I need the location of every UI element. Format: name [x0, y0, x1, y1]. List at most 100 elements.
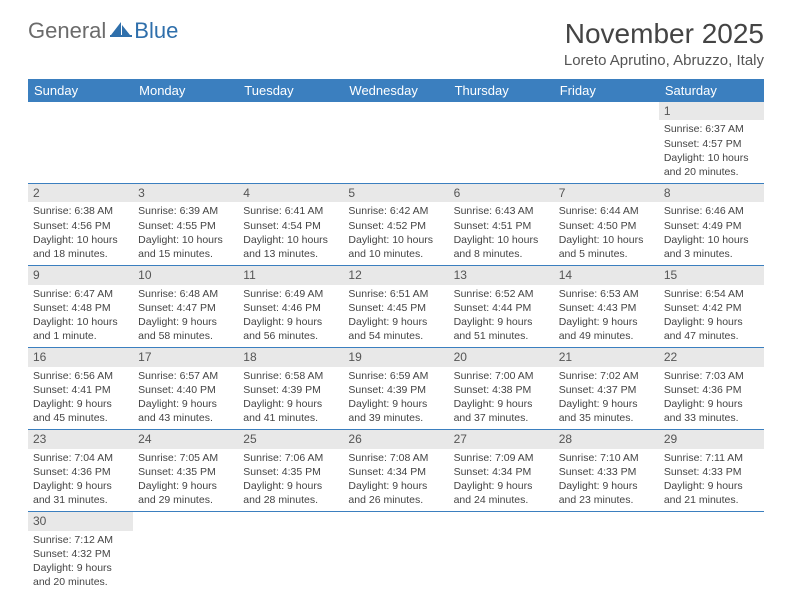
calendar-cell [343, 102, 448, 184]
daylight-text: Daylight: 9 hours and 33 minutes. [664, 397, 759, 425]
sunrise-text: Sunrise: 6:47 AM [33, 287, 128, 301]
daylight-text: Daylight: 9 hours and 47 minutes. [664, 315, 759, 343]
day-number: 22 [659, 348, 764, 366]
daylight-text: Daylight: 10 hours and 5 minutes. [559, 233, 654, 261]
sunset-text: Sunset: 4:51 PM [454, 219, 549, 233]
day-number: 13 [449, 266, 554, 284]
calendar-week-row: 30Sunrise: 7:12 AMSunset: 4:32 PMDayligh… [28, 512, 764, 594]
weekday-header-row: Sunday Monday Tuesday Wednesday Thursday… [28, 79, 764, 102]
daylight-text: Daylight: 9 hours and 43 minutes. [138, 397, 233, 425]
day-details: Sunrise: 6:47 AMSunset: 4:48 PMDaylight:… [28, 285, 133, 348]
calendar-cell: 30Sunrise: 7:12 AMSunset: 4:32 PMDayligh… [28, 512, 133, 594]
sunset-text: Sunset: 4:52 PM [348, 219, 443, 233]
daylight-text: Daylight: 9 hours and 37 minutes. [454, 397, 549, 425]
calendar-week-row: 2Sunrise: 6:38 AMSunset: 4:56 PMDaylight… [28, 184, 764, 266]
calendar-cell [28, 102, 133, 184]
header: General Blue November 2025 Loreto Apruti… [28, 18, 764, 69]
sunset-text: Sunset: 4:33 PM [559, 465, 654, 479]
daylight-text: Daylight: 10 hours and 1 minute. [33, 315, 128, 343]
calendar-week-row: 9Sunrise: 6:47 AMSunset: 4:48 PMDaylight… [28, 266, 764, 348]
sunset-text: Sunset: 4:38 PM [454, 383, 549, 397]
sunrise-text: Sunrise: 6:39 AM [138, 204, 233, 218]
calendar-table: Sunday Monday Tuesday Wednesday Thursday… [28, 79, 764, 593]
calendar-cell: 3Sunrise: 6:39 AMSunset: 4:55 PMDaylight… [133, 184, 238, 266]
weekday-header: Tuesday [238, 79, 343, 102]
day-number: 19 [343, 348, 448, 366]
day-number: 26 [343, 430, 448, 448]
daylight-text: Daylight: 9 hours and 35 minutes. [559, 397, 654, 425]
sunrise-text: Sunrise: 6:43 AM [454, 204, 549, 218]
day-details: Sunrise: 7:00 AMSunset: 4:38 PMDaylight:… [449, 367, 554, 430]
day-number: 12 [343, 266, 448, 284]
sunset-text: Sunset: 4:47 PM [138, 301, 233, 315]
calendar-cell: 20Sunrise: 7:00 AMSunset: 4:38 PMDayligh… [449, 348, 554, 430]
sunset-text: Sunset: 4:36 PM [33, 465, 128, 479]
day-details: Sunrise: 6:59 AMSunset: 4:39 PMDaylight:… [343, 367, 448, 430]
calendar-cell: 6Sunrise: 6:43 AMSunset: 4:51 PMDaylight… [449, 184, 554, 266]
day-number: 21 [554, 348, 659, 366]
calendar-cell [343, 512, 448, 594]
day-details: Sunrise: 6:58 AMSunset: 4:39 PMDaylight:… [238, 367, 343, 430]
sunset-text: Sunset: 4:41 PM [33, 383, 128, 397]
calendar-cell: 12Sunrise: 6:51 AMSunset: 4:45 PMDayligh… [343, 266, 448, 348]
day-number: 27 [449, 430, 554, 448]
day-number: 24 [133, 430, 238, 448]
day-number: 30 [28, 512, 133, 530]
calendar-cell: 26Sunrise: 7:08 AMSunset: 4:34 PMDayligh… [343, 430, 448, 512]
day-details: Sunrise: 6:49 AMSunset: 4:46 PMDaylight:… [238, 285, 343, 348]
sunset-text: Sunset: 4:57 PM [664, 137, 759, 151]
day-details: Sunrise: 6:57 AMSunset: 4:40 PMDaylight:… [133, 367, 238, 430]
daylight-text: Daylight: 10 hours and 8 minutes. [454, 233, 549, 261]
daylight-text: Daylight: 9 hours and 20 minutes. [33, 561, 128, 589]
calendar-cell: 13Sunrise: 6:52 AMSunset: 4:44 PMDayligh… [449, 266, 554, 348]
day-details: Sunrise: 7:11 AMSunset: 4:33 PMDaylight:… [659, 449, 764, 512]
day-number: 28 [554, 430, 659, 448]
day-number: 23 [28, 430, 133, 448]
sunrise-text: Sunrise: 7:09 AM [454, 451, 549, 465]
day-details: Sunrise: 6:51 AMSunset: 4:45 PMDaylight:… [343, 285, 448, 348]
logo-text-general: General [28, 18, 106, 44]
sunrise-text: Sunrise: 7:06 AM [243, 451, 338, 465]
daylight-text: Daylight: 9 hours and 26 minutes. [348, 479, 443, 507]
sunset-text: Sunset: 4:48 PM [33, 301, 128, 315]
weekday-header: Thursday [449, 79, 554, 102]
calendar-cell: 2Sunrise: 6:38 AMSunset: 4:56 PMDaylight… [28, 184, 133, 266]
sunrise-text: Sunrise: 6:42 AM [348, 204, 443, 218]
day-details: Sunrise: 6:42 AMSunset: 4:52 PMDaylight:… [343, 202, 448, 265]
daylight-text: Daylight: 9 hours and 58 minutes. [138, 315, 233, 343]
sunset-text: Sunset: 4:36 PM [664, 383, 759, 397]
sunrise-text: Sunrise: 7:08 AM [348, 451, 443, 465]
calendar-cell: 24Sunrise: 7:05 AMSunset: 4:35 PMDayligh… [133, 430, 238, 512]
sunrise-text: Sunrise: 6:52 AM [454, 287, 549, 301]
calendar-cell [449, 512, 554, 594]
calendar-cell [133, 102, 238, 184]
day-details: Sunrise: 7:02 AMSunset: 4:37 PMDaylight:… [554, 367, 659, 430]
day-number: 9 [28, 266, 133, 284]
calendar-cell: 7Sunrise: 6:44 AMSunset: 4:50 PMDaylight… [554, 184, 659, 266]
sunrise-text: Sunrise: 6:54 AM [664, 287, 759, 301]
calendar-cell [133, 512, 238, 594]
logo-text-blue: Blue [134, 18, 178, 44]
day-number: 8 [659, 184, 764, 202]
day-details: Sunrise: 6:46 AMSunset: 4:49 PMDaylight:… [659, 202, 764, 265]
day-number: 1 [659, 102, 764, 120]
day-details: Sunrise: 7:12 AMSunset: 4:32 PMDaylight:… [28, 531, 133, 594]
day-details: Sunrise: 6:43 AMSunset: 4:51 PMDaylight:… [449, 202, 554, 265]
sunrise-text: Sunrise: 6:56 AM [33, 369, 128, 383]
daylight-text: Daylight: 9 hours and 29 minutes. [138, 479, 233, 507]
day-details: Sunrise: 7:06 AMSunset: 4:35 PMDaylight:… [238, 449, 343, 512]
weekday-header: Monday [133, 79, 238, 102]
calendar-cell: 17Sunrise: 6:57 AMSunset: 4:40 PMDayligh… [133, 348, 238, 430]
calendar-cell: 5Sunrise: 6:42 AMSunset: 4:52 PMDaylight… [343, 184, 448, 266]
sunset-text: Sunset: 4:54 PM [243, 219, 338, 233]
day-details: Sunrise: 6:54 AMSunset: 4:42 PMDaylight:… [659, 285, 764, 348]
daylight-text: Daylight: 9 hours and 56 minutes. [243, 315, 338, 343]
sunrise-text: Sunrise: 6:38 AM [33, 204, 128, 218]
calendar-cell [449, 102, 554, 184]
day-number: 14 [554, 266, 659, 284]
calendar-cell: 1Sunrise: 6:37 AMSunset: 4:57 PMDaylight… [659, 102, 764, 184]
calendar-cell: 21Sunrise: 7:02 AMSunset: 4:37 PMDayligh… [554, 348, 659, 430]
daylight-text: Daylight: 9 hours and 54 minutes. [348, 315, 443, 343]
day-number: 16 [28, 348, 133, 366]
day-details: Sunrise: 7:05 AMSunset: 4:35 PMDaylight:… [133, 449, 238, 512]
